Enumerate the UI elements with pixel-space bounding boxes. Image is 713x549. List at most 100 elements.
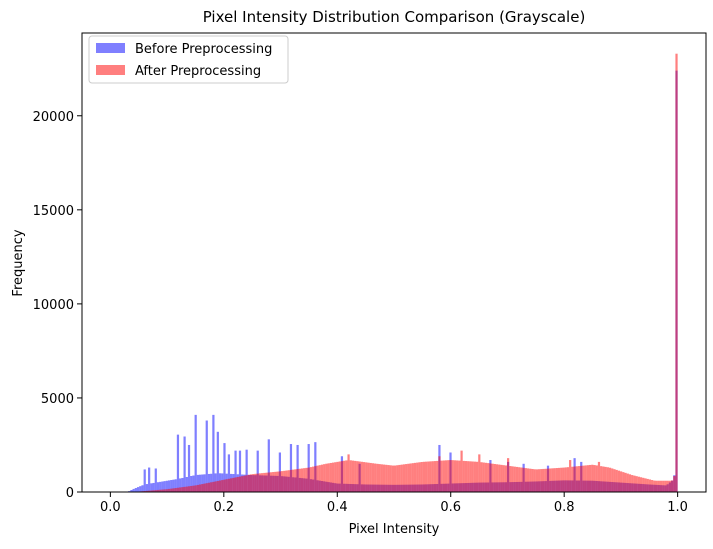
histogram-bar [492, 464, 494, 492]
histogram-bar [472, 461, 474, 492]
histogram-bar [283, 471, 285, 492]
histogram-bar [188, 486, 190, 492]
histogram-bar [434, 461, 436, 492]
histogram-bar [330, 463, 332, 492]
histogram-bar [181, 487, 183, 492]
histogram-bar [485, 463, 487, 492]
histogram-bar [343, 461, 345, 492]
histogram-bar [607, 467, 609, 492]
histogram-bar [516, 467, 518, 492]
histogram-bar [390, 465, 392, 492]
histogram-bar [228, 479, 230, 492]
histogram-bar [438, 456, 440, 492]
histogram-bar [265, 473, 267, 492]
histogram-bar [359, 461, 361, 492]
histogram-bar [257, 474, 259, 492]
histogram-bar [633, 476, 635, 492]
histogram-bar [197, 485, 199, 492]
histogram-bar [246, 475, 248, 492]
histogram-bar [596, 465, 598, 492]
histogram-bar [183, 437, 185, 492]
histogram-bar [403, 464, 405, 492]
histogram-bar [319, 465, 321, 492]
histogram-bar [494, 464, 496, 492]
histogram-bar [252, 474, 254, 492]
x-axis-label: Pixel Intensity [349, 522, 440, 537]
histogram-bar [405, 464, 407, 492]
histogram-bar [290, 470, 292, 492]
plot-frame [82, 33, 706, 492]
histogram-bar [299, 469, 301, 492]
histogram-bar [365, 462, 367, 492]
legend-label: Before Preprocessing [135, 42, 272, 57]
x-tick-label: 0.0 [100, 500, 121, 515]
histogram-bar [662, 481, 664, 492]
histogram-bar [401, 465, 403, 492]
histogram-bar [372, 463, 374, 492]
histogram-bar [463, 461, 465, 492]
histogram-bar [374, 464, 376, 492]
histogram-bar [347, 454, 349, 492]
histogram-bar [540, 469, 542, 492]
histogram-bar [323, 464, 325, 492]
histogram-bar [465, 461, 467, 492]
histogram-bar [669, 481, 671, 492]
histogram-bar [230, 478, 232, 492]
histogram-bar [288, 470, 290, 492]
histogram-bar [332, 463, 334, 492]
histogram-bar [660, 481, 662, 492]
histogram-bar [219, 481, 221, 492]
histogram-bar [270, 472, 272, 492]
histogram-bar [239, 477, 241, 492]
y-tick-label: 15000 [33, 204, 74, 219]
histogram-bar [565, 467, 567, 492]
histogram-bar [274, 472, 276, 492]
histogram-bar [412, 463, 414, 492]
histogram-bar [414, 463, 416, 492]
histogram-bar [527, 468, 529, 492]
histogram-bar [407, 464, 409, 492]
histogram-bar [600, 466, 602, 492]
y-tick-label: 0 [66, 486, 74, 501]
histogram-bar [212, 482, 214, 492]
histogram-bar [316, 466, 318, 492]
x-tick-label: 0.2 [213, 500, 234, 515]
histogram-bar [285, 471, 287, 492]
histogram-bar [573, 467, 575, 492]
histogram-bar [387, 465, 389, 492]
histogram-bar [649, 479, 651, 492]
histogram-bar [206, 483, 208, 492]
histogram-bar [212, 415, 214, 492]
histogram-bar [589, 465, 591, 492]
x-tick-label: 1.0 [667, 500, 688, 515]
histogram-bar [585, 465, 587, 492]
histogram-bar [642, 478, 644, 492]
histogram-bar [542, 469, 544, 492]
histogram-bar [297, 469, 299, 492]
histogram-bar [148, 468, 150, 492]
histogram-bar [487, 463, 489, 492]
histogram-bar [580, 466, 582, 492]
histogram-bar [305, 468, 307, 492]
histogram-bar [188, 445, 190, 492]
histogram-bar [578, 466, 580, 492]
histogram-bar [341, 461, 343, 492]
histogram-bar [436, 461, 438, 492]
histogram-bar [478, 454, 480, 492]
histogram-bar [616, 470, 618, 492]
histogram-bar [312, 467, 314, 492]
legend-label: After Preprocessing [135, 64, 261, 79]
histogram-bar [529, 469, 531, 492]
histogram-bar [500, 465, 502, 492]
histogram-bar [396, 465, 398, 492]
y-tick-label: 10000 [33, 298, 74, 313]
histogram-bar [620, 471, 622, 492]
histogram-bar [418, 462, 420, 492]
histogram-bar [310, 467, 312, 492]
histogram-bar [325, 464, 327, 492]
histogram-bar [520, 468, 522, 492]
histogram-bar [489, 463, 491, 492]
histogram-bar [210, 482, 212, 492]
